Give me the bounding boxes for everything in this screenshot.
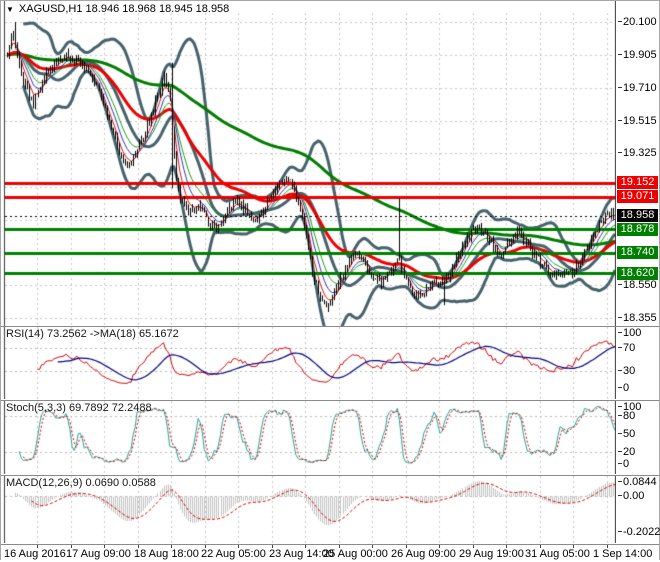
rsi-indicator-label: RSI(14) 73.2562 ->MA(18) 65.1672: [6, 328, 179, 340]
macd-canvas[interactable]: [1, 476, 616, 543]
time-axis-tick: [372, 545, 373, 548]
indicator-tick-label: 0.0844: [618, 476, 657, 488]
time-axis-tick: [607, 545, 608, 548]
indicator-tick-label: 0: [617, 382, 630, 394]
time-axis-tick: [540, 545, 541, 548]
price-level-badge: 18.878: [617, 222, 658, 236]
indicator-tick-label: 100: [617, 401, 642, 413]
indicator-tick-label: 0: [617, 458, 630, 470]
time-axis-label: 25 Aug 00:00: [323, 548, 388, 560]
time-axis-label: 16 Aug 2016: [4, 548, 66, 560]
price-tick-label: 19.710: [618, 82, 657, 95]
rsi-pane: RSI(14) 73.2562 ->MA(18) 65.1672 100 70 30…: [1, 326, 659, 400]
price-tick-label: 20.100: [618, 16, 657, 29]
time-axis-label: 17 Aug 09:00: [66, 548, 131, 560]
indicator-tick-label: 30: [617, 364, 636, 377]
main-chart-pane: ▼ XAGUSD,H1 18.946 18.968 18.945 18.958 …: [1, 1, 659, 326]
price-tick-label: 19.325: [618, 147, 657, 160]
time-axis-tick: [339, 545, 340, 548]
time-axis-tick: [439, 545, 440, 548]
time-axis-tick: [506, 545, 507, 548]
time-axis-tick: [104, 545, 105, 548]
price-tick-label: 19.905: [618, 49, 657, 62]
indicator-tick-label: 100: [617, 327, 642, 339]
chart-title-row: ▼ XAGUSD,H1 18.946 18.968 18.945 18.958: [6, 3, 229, 15]
time-axis-tick: [573, 545, 574, 548]
indicator-tick-label: -0.2022: [617, 526, 660, 539]
indicator-tick-label: 50: [617, 428, 636, 440]
price-level-badge: 18.958: [617, 209, 658, 223]
price-level-badge: 19.071: [617, 190, 658, 204]
macd-axis[interactable]: 0.0844 0.00 -0.2022: [616, 476, 660, 544]
time-axis-tick: [305, 545, 306, 548]
macd-pane: MACD(12,26,9) 0.0690 0.0588 0.0844 0.00 -0…: [1, 475, 660, 544]
price-tick-label: 18.355: [618, 311, 657, 324]
price-level-badge: 19.152: [617, 176, 658, 190]
stochastic-canvas[interactable]: [1, 401, 616, 474]
indicator-tick-label: 80: [617, 410, 636, 422]
symbol-dropdown-icon[interactable]: ▼: [6, 4, 14, 14]
time-axis-tick: [138, 545, 139, 548]
time-axis-tick: [238, 545, 239, 548]
stochastic-axis[interactable]: 100 80 50 20 0: [616, 401, 659, 475]
time-axis-tick: [473, 545, 474, 548]
indicator-tick-label: 20: [617, 446, 636, 458]
time-axis-label: 1 Sep 14:00: [593, 548, 653, 560]
chart-title: XAGUSD,H1 18.946 18.968 18.945 18.958: [18, 3, 230, 15]
price-tick-label: 19.515: [618, 115, 657, 128]
time-axis-tick: [406, 545, 407, 548]
rsi-axis[interactable]: 100 70 30 0: [616, 327, 659, 400]
time-axis-tick: [171, 545, 172, 548]
macd-indicator-label: MACD(12,26,9) 0.0690 0.0588: [6, 477, 156, 489]
indicator-tick-label: 0.00: [617, 490, 645, 502]
price-chart-canvas[interactable]: [1, 1, 616, 326]
rsi-canvas[interactable]: [1, 327, 616, 399]
time-axis-label: 29 Aug 19:00: [459, 548, 524, 560]
time-axis[interactable]: 16 Aug 2016 17 Aug 09:00 18 Aug 18:00 22 Au…: [1, 544, 659, 562]
stochastic-pane: Stoch(5,3,3) 69.7892 72.2488 100 80 50 20 0: [1, 400, 659, 475]
time-axis-label: 23 Aug 14:00: [269, 548, 334, 560]
time-axis-label: 22 Aug 05:00: [201, 548, 266, 560]
time-axis-label: 26 Aug 09:00: [391, 548, 456, 560]
price-level-badge: 18.740: [617, 246, 658, 260]
price-tick-label: 18.550: [618, 278, 657, 291]
time-axis-label: 18 Aug 18:00: [134, 548, 199, 560]
time-axis-tick: [205, 545, 206, 548]
time-axis-tick: [37, 545, 38, 548]
time-axis-label: 31 Aug 05:00: [525, 548, 590, 560]
price-axis[interactable]: 20.100 19.905 19.710 19.515 19.325 18.550 18.3…: [616, 1, 659, 326]
indicator-tick-label: 70: [617, 342, 636, 355]
price-level-badge: 18.620: [617, 266, 658, 280]
time-axis-tick: [71, 545, 72, 548]
time-axis-tick: [272, 545, 273, 548]
stochastic-indicator-label: Stoch(5,3,3) 69.7892 72.2488: [6, 402, 152, 414]
